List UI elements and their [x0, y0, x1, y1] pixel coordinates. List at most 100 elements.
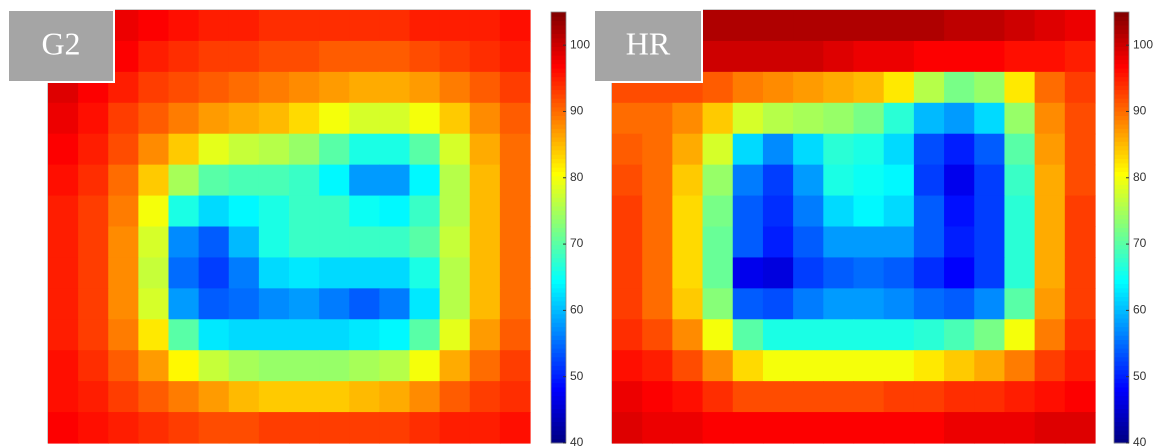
- heatmap-cell: [793, 195, 824, 228]
- heatmap-cell: [1064, 288, 1096, 320]
- heatmap-cell: [409, 102, 441, 135]
- heatmap-cell: [913, 350, 945, 382]
- heatmap-cell: [258, 350, 290, 382]
- heatmap-cell: [762, 71, 794, 104]
- heatmap-cell: [762, 40, 794, 73]
- heatmap-cell: [319, 257, 350, 289]
- colorbar-segment: [551, 93, 566, 99]
- panel-label: G2: [41, 25, 80, 61]
- colorbar-segment: [1114, 93, 1129, 99]
- heatmap-cell: [258, 102, 290, 135]
- colorbar-segment: [1114, 55, 1129, 60]
- colorbar-segment: [551, 227, 566, 233]
- heatmap-cell: [944, 10, 975, 42]
- heatmap-cell: [913, 10, 945, 42]
- colorbar-segment: [551, 29, 566, 35]
- heatmap-cell: [319, 350, 350, 382]
- heatmap-cell: [78, 164, 109, 197]
- colorbar-segment: [1114, 59, 1129, 65]
- colorbar-segment: [1114, 300, 1129, 306]
- colorbar-segment: [1114, 257, 1129, 263]
- heatmap-cell: [198, 71, 230, 104]
- heatmap-cell: [499, 164, 531, 197]
- colorbar-segment: [551, 421, 566, 427]
- colorbar-segment: [551, 210, 566, 216]
- heatmap-cell: [469, 195, 501, 228]
- heatmap-cell: [379, 350, 411, 382]
- heatmap-cell: [974, 257, 1006, 289]
- heatmap-cell: [974, 133, 1006, 166]
- heatmap-cell: [499, 381, 531, 413]
- heatmap-cell: [48, 164, 79, 197]
- heatmap-cell: [138, 226, 170, 259]
- heatmap-cell: [793, 381, 824, 413]
- colorbar-segment: [551, 309, 566, 315]
- heatmap-cell: [853, 381, 885, 413]
- colorbar-segment: [551, 261, 566, 267]
- colorbar-segment: [1114, 352, 1129, 358]
- heatmap-cell: [762, 381, 794, 413]
- colorbar-segment: [1114, 132, 1129, 138]
- colorbar-segment: [551, 20, 566, 26]
- heatmap-cell: [78, 226, 109, 259]
- colorbar-segment: [1114, 184, 1129, 190]
- colorbar-segment: [1114, 417, 1129, 422]
- heatmap-cell: [793, 412, 824, 444]
- heatmap-cell: [439, 133, 471, 166]
- colorbar-tick-label: 40: [1133, 435, 1147, 448]
- heatmap-cell: [913, 102, 945, 135]
- heatmap-cell: [198, 257, 230, 289]
- colorbar-segment: [551, 266, 566, 272]
- heatmap-cell: [762, 350, 794, 382]
- colorbar-segment: [1114, 412, 1129, 418]
- colorbar-segment: [551, 80, 566, 86]
- colorbar-segment: [1114, 76, 1129, 82]
- heatmap-cell: [469, 133, 501, 166]
- colorbar-segment: [551, 330, 566, 336]
- heatmap-cell: [138, 195, 170, 228]
- heatmap-cell: [1034, 319, 1066, 351]
- heatmap-cell: [702, 288, 734, 320]
- colorbar-segment: [1114, 421, 1129, 427]
- colorbar-segment: [551, 412, 566, 418]
- heatmap-cell: [439, 164, 471, 197]
- colorbar-segment: [1114, 180, 1129, 185]
- heatmap-cell: [138, 319, 170, 351]
- heatmap-cell: [439, 226, 471, 259]
- heatmap-cell: [944, 257, 975, 289]
- colorbar-segment: [1114, 98, 1129, 104]
- heatmap-cell: [409, 133, 441, 166]
- heatmap-cell: [1004, 257, 1036, 289]
- heatmap-cell: [793, 257, 824, 289]
- heatmap-cell: [108, 226, 139, 259]
- colorbar-segment: [1114, 128, 1129, 134]
- colorbar-segment: [551, 395, 566, 401]
- colorbar-segment: [1114, 29, 1129, 35]
- heatmap-cell: [258, 226, 290, 259]
- heatmap-cell: [883, 350, 915, 382]
- heatmap-cell: [379, 40, 411, 73]
- colorbar-segment: [551, 59, 566, 65]
- heatmap-cell: [138, 71, 170, 104]
- colorbar-segment: [551, 386, 566, 392]
- heatmap-cell: [78, 133, 109, 166]
- heatmap-cell: [732, 226, 764, 259]
- heatmap-cell: [612, 319, 643, 351]
- colorbar-segment: [1114, 72, 1129, 78]
- colorbar-segment: [1114, 279, 1129, 285]
- heatmap-cell: [672, 257, 704, 289]
- heatmap-cell: [853, 412, 885, 444]
- colorbar-frame: [550, 11, 567, 444]
- heatmap-cell: [672, 195, 704, 228]
- colorbar-segment: [551, 205, 566, 211]
- heatmap-cell: [823, 381, 855, 413]
- heatmap-cell: [793, 350, 824, 382]
- colorbar-segment: [551, 158, 566, 164]
- colorbar-segment: [1114, 46, 1129, 52]
- heatmap-cell: [349, 412, 380, 444]
- colorbar-segment: [1114, 227, 1129, 233]
- heatmap-cell: [409, 257, 441, 289]
- heatmap-cell: [883, 319, 915, 351]
- colorbar-segment: [1114, 63, 1129, 69]
- colorbar-segment: [551, 283, 566, 289]
